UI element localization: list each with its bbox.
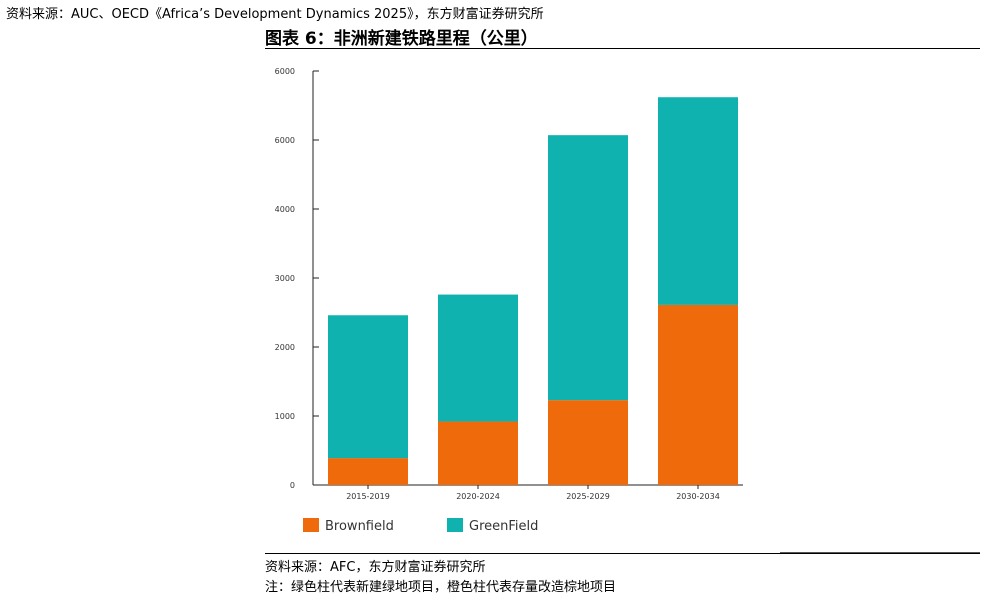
x-tick-label: 2025-2029 <box>566 492 610 501</box>
source-note-bottom: 资料来源：AFC，东方财富证券研究所 <box>265 560 486 575</box>
bar-brownfield-2020-2024 <box>438 421 518 485</box>
y-tick-label: 3000 <box>275 274 295 283</box>
source-note-top: 资料来源：AUC、OECD《Africa’s Development Dynam… <box>6 7 544 22</box>
stacked-bar-chart: 0 1000 2000 3000 4000 6000 6000 2015-2019 2020-2… <box>275 67 743 534</box>
y-tick-label: 6000 <box>275 67 295 76</box>
y-tick-label: 6000 <box>275 136 295 145</box>
bar-brownfield-2025-2029 <box>548 400 628 485</box>
bar-brownfield-2030-2034 <box>658 304 738 485</box>
title-rule <box>265 48 980 49</box>
legend-label-brownfield: Brownfield <box>325 519 394 534</box>
bar-brownfield-2015-2019 <box>328 458 408 485</box>
legend-swatch-greenfield <box>447 518 463 532</box>
footer-rule-segment <box>780 552 980 553</box>
bar-greenfield-2025-2029 <box>548 135 628 401</box>
y-tick-label: 0 <box>290 481 295 490</box>
legend-label-greenfield: GreenField <box>469 519 538 534</box>
y-tick-label: 2000 <box>275 343 295 352</box>
bar-greenfield-2030-2034 <box>658 97 738 305</box>
figure-title: 图表 6：非洲新建铁路里程（公里） <box>265 29 538 49</box>
y-tick-label: 1000 <box>275 412 295 421</box>
footer-rule <box>265 553 980 554</box>
legend-swatch-brownfield <box>303 518 319 532</box>
x-tick-label: 2030-2034 <box>676 492 720 501</box>
footnote: 注：绿色柱代表新建绿地项目，橙色柱代表存量改造棕地项目 <box>265 580 617 595</box>
bar-greenfield-2015-2019 <box>328 315 408 459</box>
x-tick-label: 2015-2019 <box>346 492 390 501</box>
bar-greenfield-2020-2024 <box>438 294 518 422</box>
y-tick-label: 4000 <box>275 205 295 214</box>
x-tick-label: 2020-2024 <box>456 492 500 501</box>
